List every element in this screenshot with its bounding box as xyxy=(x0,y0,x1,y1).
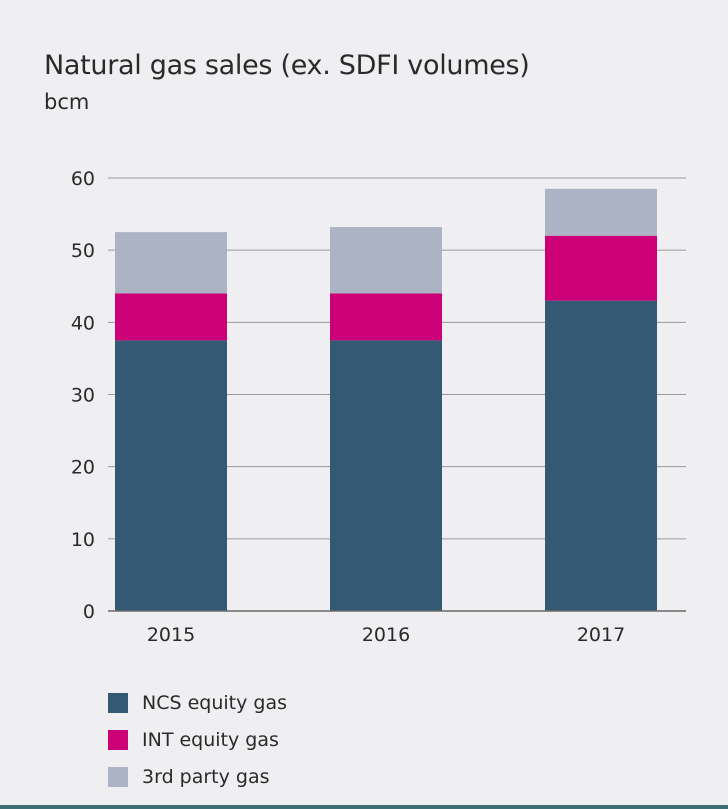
legend-swatch-third-party xyxy=(108,766,128,787)
legend-item-third-party: 3rd party gas xyxy=(108,758,287,795)
bar-ncs-2016 xyxy=(330,340,442,611)
x-tick-label: 2015 xyxy=(147,624,195,646)
y-tick-label: 50 xyxy=(71,240,95,262)
bar-third-party-2017 xyxy=(545,188,657,236)
bar-ncs-2017 xyxy=(545,300,657,611)
legend-label-third-party: 3rd party gas xyxy=(142,765,270,788)
x-tick-label: 2017 xyxy=(577,624,625,646)
bar-int-2017 xyxy=(545,235,657,301)
y-tick-label: 60 xyxy=(71,168,95,190)
legend-swatch-ncs xyxy=(108,692,128,713)
legend-label-ncs: NCS equity gas xyxy=(142,691,287,714)
bar-ncs-2015 xyxy=(115,340,227,611)
legend-item-int: INT equity gas xyxy=(108,721,287,758)
bar-third-party-2016 xyxy=(330,227,442,294)
legend-swatch-int xyxy=(108,729,128,750)
chart-title: Natural gas sales (ex. SDFI volumes) xyxy=(44,50,530,81)
bar-int-2015 xyxy=(115,293,227,341)
x-tick-label: 2016 xyxy=(362,624,410,646)
bar-third-party-2015 xyxy=(115,232,227,294)
y-axis-unit: bcm xyxy=(44,90,90,114)
bottom-divider xyxy=(0,805,728,809)
y-tick-label: 0 xyxy=(83,601,95,623)
bar-int-2016 xyxy=(330,293,442,341)
y-tick-label: 40 xyxy=(71,312,95,334)
y-tick-label: 30 xyxy=(71,385,95,407)
chart-legend: NCS equity gas INT equity gas 3rd party … xyxy=(108,684,287,795)
legend-item-ncs: NCS equity gas xyxy=(108,684,287,721)
y-tick-label: 20 xyxy=(71,457,95,479)
y-tick-label: 10 xyxy=(71,529,95,551)
stacked-bar-chart: 0 10 20 30 40 50 60 2015 2016 2017 xyxy=(71,168,686,646)
legend-label-int: INT equity gas xyxy=(142,728,279,751)
